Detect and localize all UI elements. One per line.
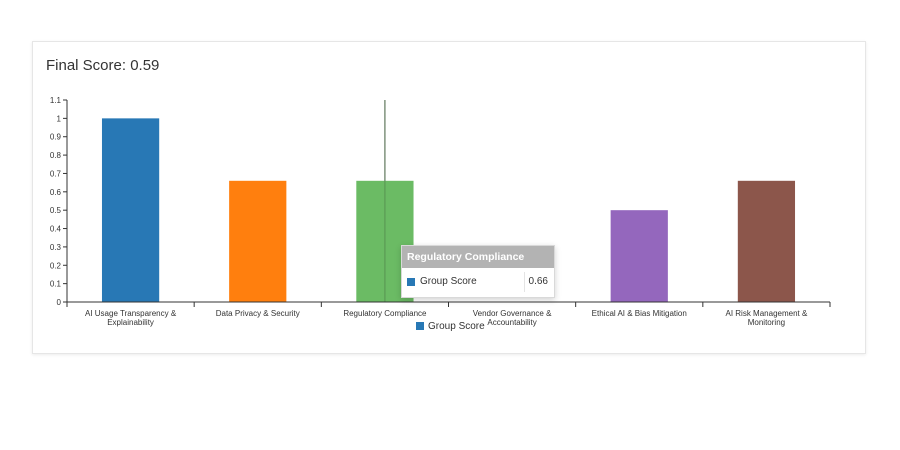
tooltip-row: Group Score 0.66 [402, 268, 554, 295]
final-score-title: Final Score: 0.59 [46, 57, 160, 74]
y-tick-label-1: 0.1 [50, 280, 62, 289]
legend-swatch [416, 322, 424, 330]
y-tick-label-3: 0.3 [50, 243, 62, 252]
tooltip-value: 0.66 [528, 276, 548, 287]
tooltip-title: Regulatory Compliance [402, 246, 554, 268]
y-tick-label-11: 1.1 [50, 96, 62, 105]
tooltip-divider [524, 272, 525, 292]
x-tick-label-2: Regulatory Compliance [343, 309, 427, 318]
bar-0 [101, 118, 160, 302]
y-tick-label-7: 0.7 [50, 169, 62, 178]
y-tick-label-2: 0.2 [50, 261, 62, 270]
tooltip-series-name: Group Score [420, 276, 477, 287]
chart-tooltip: Regulatory Compliance Group Score 0.66 [401, 245, 555, 298]
bar-chart: 0 0.1 0.2 0.3 0.4 0.5 0.6 0.7 0.8 0.9 1 1.1 AI Usage… [50, 96, 831, 332]
y-tick-label-9: 0.9 [50, 133, 62, 142]
x-tick-label-5: AI Risk Management & Monitoring [726, 309, 808, 327]
y-tick-label-8: 0.8 [50, 151, 62, 160]
y-tick-label-5: 0.5 [50, 206, 62, 215]
y-tick-label-0: 0 [57, 298, 62, 307]
chart-card: Final Score: 0.59 0 0.1 0.2 0.3 0.4 0.5 0.6 0.7… [32, 41, 866, 354]
y-tick-label-4: 0.4 [50, 225, 62, 234]
bar-4 [610, 210, 668, 302]
x-tick-label-4: Ethical AI & Bias Mitigation [592, 309, 687, 318]
legend-label: Group Score [428, 321, 485, 332]
x-tick-label-3: Vendor Governance & Accountability [473, 309, 552, 327]
y-tick-label-10: 1 [57, 114, 62, 123]
bar-5 [737, 180, 796, 302]
y-tick-label-6: 0.6 [50, 188, 62, 197]
bar-1 [229, 180, 287, 302]
x-tick-label-0: AI Usage Transparency & Explainability [85, 309, 177, 327]
x-tick-label-1: Data Privacy & Security [216, 309, 300, 318]
tooltip-swatch [407, 278, 415, 286]
